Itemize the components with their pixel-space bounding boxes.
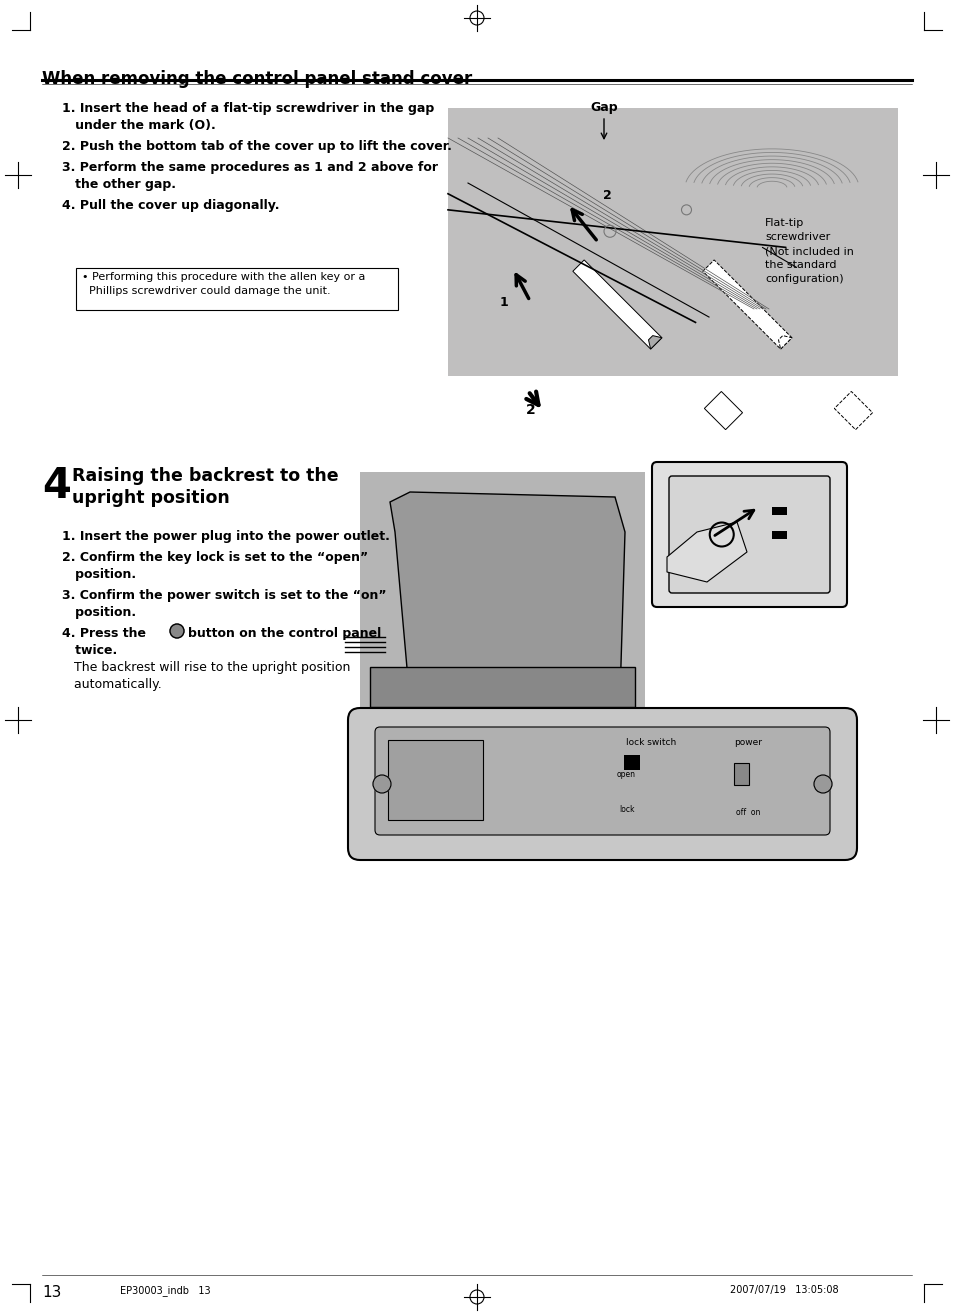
Bar	[388, 740, 482, 820]
Text: 2. Confirm the key lock is set to the “open”: 2. Confirm the key lock is set to the “o…	[62, 551, 368, 564]
Bar	[771, 507, 786, 515]
Text: the standard: the standard	[764, 260, 836, 269]
Text: (Not included in: (Not included in	[764, 246, 853, 256]
Text: 2007/07/19   13:05:08: 2007/07/19 13:05:08	[729, 1285, 838, 1296]
Text: 2. Push the bottom tab of the cover up to lift the cover.: 2. Push the bottom tab of the cover up t…	[62, 141, 452, 152]
Bar	[771, 531, 786, 539]
Text: • Performing this procedure with the allen key or a: • Performing this procedure with the all…	[82, 272, 365, 283]
Circle shape	[813, 775, 831, 794]
Text: off  on: off on	[735, 808, 760, 817]
Text: lock switch: lock switch	[626, 738, 676, 746]
Polygon shape	[778, 335, 791, 350]
Text: 13: 13	[42, 1285, 61, 1300]
Text: EP30003_indb   13: EP30003_indb 13	[120, 1285, 211, 1296]
Circle shape	[170, 624, 184, 639]
Bar	[834, 392, 872, 430]
Text: button on the control panel: button on the control panel	[188, 627, 381, 640]
Text: open: open	[617, 770, 636, 779]
FancyBboxPatch shape	[375, 727, 829, 834]
Text: 2: 2	[602, 189, 611, 202]
Text: under the mark (O).: under the mark (O).	[62, 120, 215, 131]
Bar	[448, 108, 897, 376]
Bar	[76, 268, 397, 310]
Text: screwdriver: screwdriver	[764, 233, 829, 242]
Text: Raising the backrest to the: Raising the backrest to the	[71, 466, 338, 485]
FancyBboxPatch shape	[651, 463, 846, 607]
Text: configuration): configuration)	[764, 275, 842, 284]
Text: automatically.: automatically.	[62, 678, 162, 691]
FancyBboxPatch shape	[348, 708, 856, 859]
Text: 3. Perform the same procedures as 1 and 2 above for: 3. Perform the same procedures as 1 and …	[62, 162, 437, 173]
Bar	[733, 763, 748, 784]
Bar	[703, 392, 741, 430]
Text: power: power	[733, 738, 761, 746]
Text: 1. Insert the power plug into the power outlet.: 1. Insert the power plug into the power …	[62, 530, 390, 543]
Text: 4: 4	[42, 465, 71, 507]
Polygon shape	[370, 668, 635, 707]
Bar	[359, 472, 644, 717]
Text: When removing the control panel stand cover: When removing the control panel stand co…	[42, 70, 472, 88]
Text: the other gap.: the other gap.	[62, 177, 175, 191]
Text: lock: lock	[618, 805, 634, 813]
Text: The backrest will rise to the upright position: The backrest will rise to the upright po…	[62, 661, 350, 674]
Text: 1. Insert the head of a flat-tip screwdriver in the gap: 1. Insert the head of a flat-tip screwdr…	[62, 102, 434, 116]
Text: 3. Confirm the power switch is set to the “on”: 3. Confirm the power switch is set to th…	[62, 589, 386, 602]
Text: upright position: upright position	[71, 489, 230, 507]
Text: 4. Pull the cover up diagonally.: 4. Pull the cover up diagonally.	[62, 198, 279, 212]
Text: 4. Press the: 4. Press the	[62, 627, 146, 640]
Bar	[572, 260, 661, 350]
Polygon shape	[666, 522, 746, 582]
Text: twice.: twice.	[62, 644, 117, 657]
Text: position.: position.	[62, 568, 136, 581]
Polygon shape	[390, 491, 624, 702]
Text: position.: position.	[62, 606, 136, 619]
Polygon shape	[648, 335, 661, 350]
Text: Flat-tip: Flat-tip	[764, 218, 803, 229]
Text: Gap: Gap	[590, 101, 618, 114]
Bar	[623, 756, 639, 770]
Circle shape	[373, 775, 391, 794]
Text: 1: 1	[499, 297, 508, 309]
Text: Phillips screwdriver could damage the unit.: Phillips screwdriver could damage the un…	[82, 286, 331, 296]
FancyBboxPatch shape	[668, 476, 829, 593]
Text: 2: 2	[525, 403, 536, 417]
Bar	[702, 260, 791, 350]
